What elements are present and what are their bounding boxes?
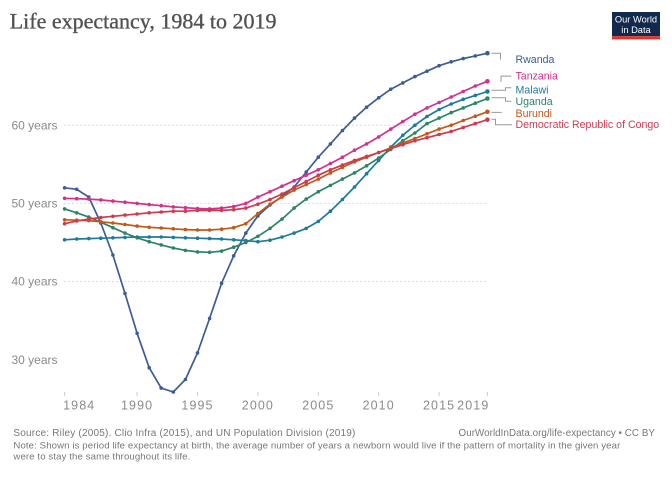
svg-text:40 years: 40 years — [12, 275, 58, 289]
svg-text:Burundi: Burundi — [516, 108, 553, 120]
svg-text:Life expectancy, 1984 to 2019: Life expectancy, 1984 to 2019 — [10, 9, 277, 34]
svg-text:Democratic Republic of Congo: Democratic Republic of Congo — [516, 119, 660, 131]
svg-text:1984: 1984 — [63, 399, 95, 413]
svg-text:Note: Shown is period life exp: Note: Shown is period life expectancy at… — [13, 440, 621, 451]
svg-text:1995: 1995 — [181, 399, 213, 413]
svg-text:2005: 2005 — [302, 399, 334, 413]
svg-text:Tanzania: Tanzania — [516, 71, 559, 83]
svg-text:2000: 2000 — [242, 399, 274, 413]
svg-text:60 years: 60 years — [12, 119, 58, 133]
svg-text:2010: 2010 — [363, 399, 395, 413]
svg-text:2019: 2019 — [457, 399, 489, 413]
svg-text:Uganda: Uganda — [516, 96, 553, 108]
svg-text:Our World: Our World — [615, 15, 657, 25]
svg-text:were to stay the same througho: were to stay the same throughout its lif… — [12, 451, 190, 462]
svg-text:30 years: 30 years — [12, 353, 58, 367]
svg-text:50 years: 50 years — [12, 197, 58, 211]
svg-text:in Data: in Data — [621, 25, 651, 35]
svg-text:Source: Riley (2005). Clio Inf: Source: Riley (2005). Clio Infra (2015),… — [13, 428, 355, 439]
svg-text:Rwanda: Rwanda — [516, 54, 555, 66]
svg-text:2015: 2015 — [423, 399, 455, 413]
svg-text:Malawi: Malawi — [516, 84, 549, 96]
svg-text:1990: 1990 — [121, 399, 153, 413]
svg-text:OurWorldInData.org/life-expect: OurWorldInData.org/life-expectancy • CC … — [459, 428, 656, 439]
